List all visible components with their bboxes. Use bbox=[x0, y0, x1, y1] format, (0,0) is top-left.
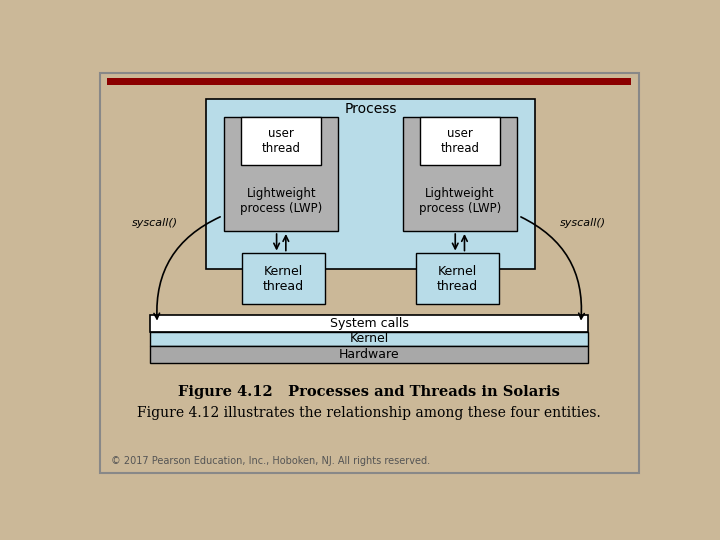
Text: syscall(): syscall() bbox=[132, 218, 178, 228]
Text: user
thread: user thread bbox=[262, 127, 301, 155]
Bar bbox=[403, 117, 517, 231]
Bar bbox=[242, 253, 325, 304]
Text: Kernel
thread: Kernel thread bbox=[263, 265, 304, 293]
Text: Kernel: Kernel bbox=[349, 333, 389, 346]
Bar bbox=[241, 117, 321, 165]
Text: Lightweight
process (LWP): Lightweight process (LWP) bbox=[240, 187, 323, 215]
Text: syscall(): syscall() bbox=[560, 218, 606, 228]
Text: Kernel
thread: Kernel thread bbox=[437, 265, 478, 293]
Text: Figure 4.12   Processes and Threads in Solaris: Figure 4.12 Processes and Threads in Sol… bbox=[178, 385, 560, 399]
Text: © 2017 Pearson Education, Inc., Hoboken, NJ. All rights reserved.: © 2017 Pearson Education, Inc., Hoboken,… bbox=[111, 456, 430, 467]
Bar bbox=[224, 117, 338, 231]
Text: Process: Process bbox=[344, 103, 397, 117]
Bar bbox=[107, 78, 631, 85]
Text: Figure 4.12 illustrates the relationship among these four entities.: Figure 4.12 illustrates the relationship… bbox=[137, 406, 601, 420]
Text: Lightweight
process (LWP): Lightweight process (LWP) bbox=[419, 187, 501, 215]
Bar bbox=[420, 117, 500, 165]
Bar bbox=[206, 99, 535, 269]
Text: System calls: System calls bbox=[330, 317, 408, 330]
Text: Hardware: Hardware bbox=[338, 348, 400, 361]
Bar bbox=[150, 332, 588, 346]
Bar bbox=[150, 315, 588, 332]
Bar bbox=[416, 253, 499, 304]
Text: user
thread: user thread bbox=[441, 127, 480, 155]
Bar bbox=[150, 346, 588, 363]
